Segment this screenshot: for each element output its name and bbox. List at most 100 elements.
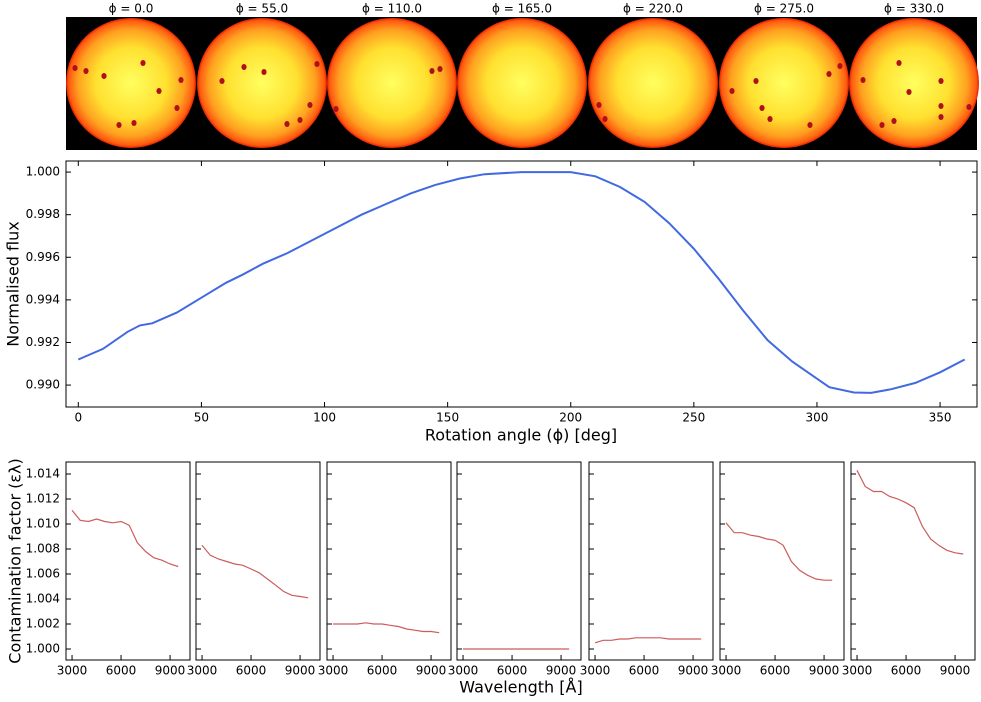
y-tick-label: 1.010 — [26, 517, 60, 531]
starspot — [83, 68, 89, 74]
y-tick-label: 1.000 — [26, 165, 60, 179]
starspot — [101, 73, 107, 79]
star-disk — [719, 18, 849, 148]
starspot — [759, 105, 765, 111]
x-tick-label: 250 — [682, 411, 705, 425]
starspot — [297, 117, 303, 123]
x-tick-label: 3000 — [187, 664, 218, 678]
data-line — [725, 522, 833, 581]
x-tick-label: 200 — [559, 411, 582, 425]
starspot — [437, 66, 443, 72]
starspot — [807, 122, 813, 128]
x-tick-label: 9000 — [155, 664, 186, 678]
panel-frame — [195, 461, 321, 661]
starspot — [826, 71, 832, 77]
y-axis-label: Contamination factor (ελ) — [6, 458, 25, 663]
data-line — [201, 544, 309, 599]
starspot — [938, 114, 944, 120]
starspot — [178, 77, 184, 83]
y-tick-label: 1.014 — [26, 467, 60, 481]
panel-frame — [850, 461, 976, 661]
y-axis-label: Normalised flux — [4, 221, 23, 346]
y-tick-label: 1.002 — [26, 617, 60, 631]
starspot — [596, 102, 602, 108]
starspot — [879, 122, 885, 128]
main-axes-frame — [65, 160, 978, 408]
panel-frame — [65, 461, 191, 661]
x-axis-label: Wavelength [Å] — [459, 678, 582, 697]
starspot — [219, 78, 225, 84]
panel-title: ϕ = 55.0 — [236, 2, 288, 16]
x-tick-label: 6000 — [236, 664, 267, 678]
panel-title: ϕ = 165.0 — [492, 2, 552, 16]
x-tick-label: 150 — [436, 411, 459, 425]
x-tick-label: 3000 — [842, 664, 873, 678]
x-tick-label: 50 — [194, 411, 209, 425]
x-tick-label: 3000 — [711, 664, 742, 678]
x-tick-label: 6000 — [891, 664, 922, 678]
x-tick-label: 300 — [806, 411, 829, 425]
starspot — [174, 105, 180, 111]
x-tick-label: 9000 — [809, 664, 840, 678]
starspot — [896, 60, 902, 66]
starspot — [116, 122, 122, 128]
panel-frame — [456, 461, 582, 661]
x-tick-label: 3000 — [580, 664, 611, 678]
panel-frame — [588, 461, 714, 661]
panel-frame — [719, 461, 845, 661]
x-tick-label: 9000 — [285, 664, 316, 678]
x-tick-label: 9000 — [416, 664, 447, 678]
data-line — [333, 622, 440, 634]
x-tick-label: 9000 — [940, 664, 971, 678]
starspot — [72, 65, 78, 71]
data-line — [77, 171, 966, 394]
y-tick-label: 0.996 — [26, 250, 60, 264]
y-tick-label: 0.992 — [26, 335, 60, 349]
starspot — [767, 116, 773, 122]
starspot — [891, 118, 897, 124]
starspot — [307, 102, 313, 108]
x-tick-label: 6000 — [629, 664, 660, 678]
starspot — [131, 120, 137, 126]
starspot — [241, 64, 247, 70]
starspot — [333, 106, 339, 112]
y-tick-label: 0.998 — [26, 207, 60, 221]
x-tick-label: 9000 — [546, 664, 577, 678]
x-tick-label: 6000 — [760, 664, 791, 678]
starspot — [156, 88, 162, 94]
starspot — [753, 78, 759, 84]
starspot — [837, 63, 843, 69]
y-tick-label: 1.004 — [26, 592, 60, 606]
x-tick-label: 3000 — [57, 664, 88, 678]
x-tick-label: 6000 — [106, 664, 137, 678]
x-tick-label: 100 — [313, 411, 336, 425]
star-disk — [849, 18, 979, 148]
starspot — [140, 60, 146, 66]
x-tick-label: 9000 — [678, 664, 709, 678]
y-tick-label: 1.008 — [26, 542, 60, 556]
starspot — [938, 103, 944, 109]
y-tick-label: 1.012 — [26, 492, 60, 506]
starspot — [938, 78, 944, 84]
star-disk — [457, 18, 587, 148]
star-disk — [327, 18, 457, 148]
starspot — [602, 116, 608, 122]
star-disk — [588, 18, 718, 148]
panel-title: ϕ = 220.0 — [623, 2, 683, 16]
panel-title: ϕ = 0.0 — [109, 2, 154, 16]
starspot — [906, 89, 912, 95]
x-tick-label: 0 — [74, 411, 82, 425]
x-tick-label: 3000 — [318, 664, 349, 678]
data-line — [71, 509, 179, 568]
y-tick-label: 0.994 — [26, 292, 60, 306]
starspot — [429, 68, 435, 74]
starspot — [966, 104, 972, 110]
starspot — [261, 69, 267, 75]
x-tick-label: 350 — [929, 411, 952, 425]
panel-frame — [326, 461, 452, 661]
panel-title: ϕ = 110.0 — [362, 2, 422, 16]
x-axis-label: Rotation angle (ϕ) [deg] — [425, 426, 617, 445]
data-line — [856, 470, 964, 555]
panel-title: ϕ = 275.0 — [754, 2, 814, 16]
